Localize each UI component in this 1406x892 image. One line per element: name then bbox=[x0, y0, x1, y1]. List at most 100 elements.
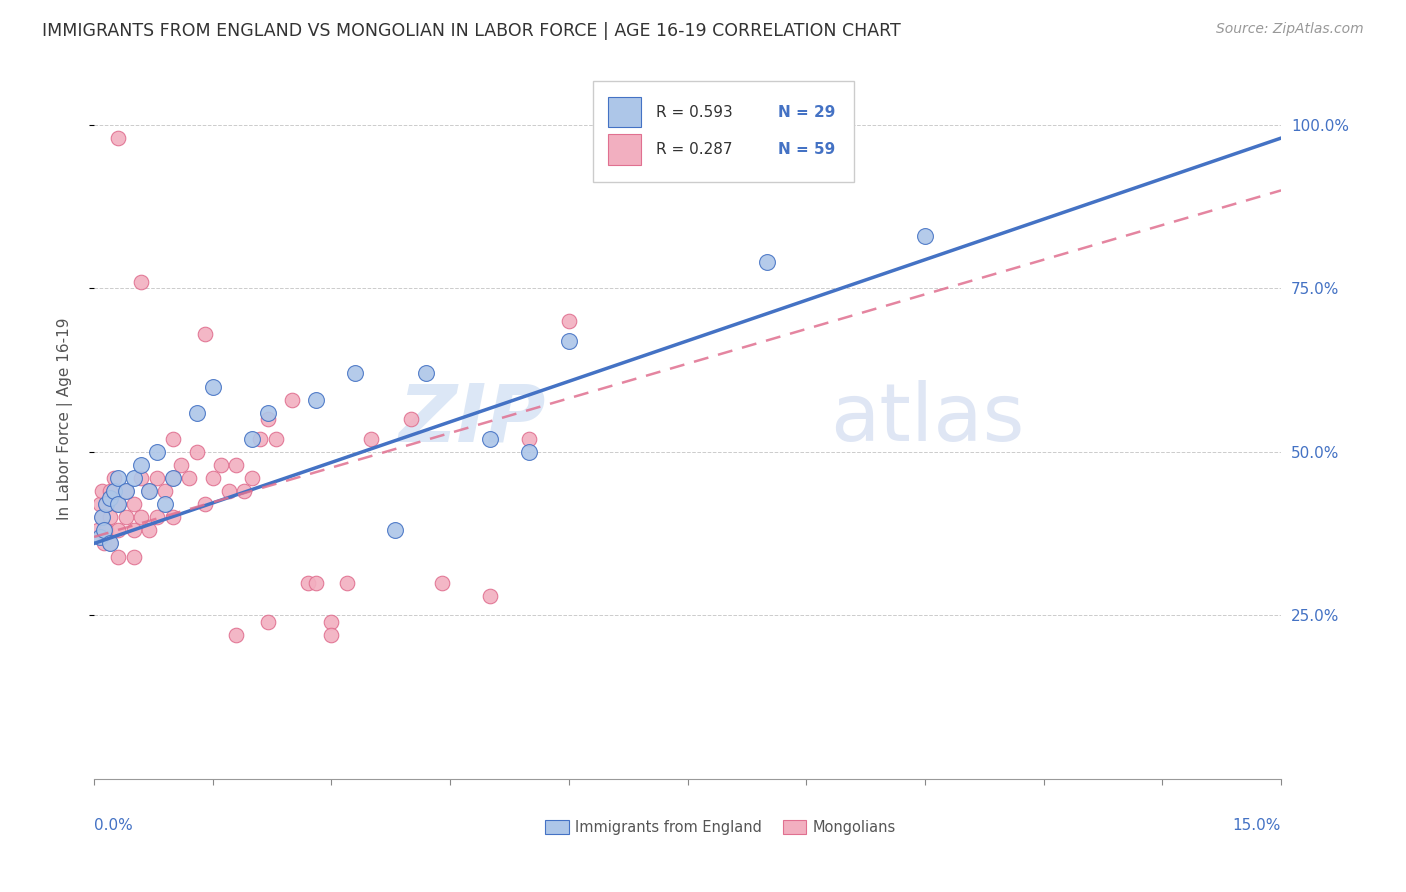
Point bbox=[98, 491, 121, 505]
Point bbox=[517, 445, 540, 459]
Text: ZIP: ZIP bbox=[398, 380, 546, 458]
Point bbox=[432, 575, 454, 590]
Point bbox=[399, 412, 422, 426]
Point bbox=[107, 497, 129, 511]
Text: R = 0.287: R = 0.287 bbox=[655, 142, 733, 157]
Point bbox=[297, 575, 319, 590]
Point bbox=[478, 432, 501, 446]
Point bbox=[122, 549, 145, 564]
Text: IMMIGRANTS FROM ENGLAND VS MONGOLIAN IN LABOR FORCE | AGE 16-19 CORRELATION CHAR: IMMIGRANTS FROM ENGLAND VS MONGOLIAN IN … bbox=[42, 22, 901, 40]
Point bbox=[107, 497, 129, 511]
Point bbox=[344, 367, 367, 381]
Point bbox=[90, 484, 112, 499]
Point bbox=[249, 432, 271, 446]
Point bbox=[131, 275, 153, 289]
Point bbox=[264, 432, 287, 446]
Point bbox=[89, 497, 111, 511]
Point bbox=[240, 432, 263, 446]
Point bbox=[209, 458, 232, 472]
Point bbox=[93, 524, 115, 538]
Point bbox=[194, 327, 217, 342]
Point bbox=[103, 471, 125, 485]
Point bbox=[89, 530, 111, 544]
Point bbox=[321, 615, 343, 629]
Point bbox=[138, 484, 160, 499]
Point bbox=[87, 524, 110, 538]
Point bbox=[131, 458, 153, 472]
Point bbox=[186, 445, 208, 459]
Point bbox=[103, 484, 125, 499]
Point bbox=[162, 471, 184, 485]
Point bbox=[122, 497, 145, 511]
Point bbox=[281, 392, 304, 407]
Point bbox=[107, 524, 129, 538]
Point bbox=[122, 471, 145, 485]
Point bbox=[122, 524, 145, 538]
Point bbox=[107, 471, 129, 485]
Point bbox=[755, 255, 778, 269]
Point bbox=[138, 524, 160, 538]
Point bbox=[94, 497, 117, 511]
Point bbox=[162, 471, 184, 485]
Point bbox=[93, 536, 115, 550]
Text: N = 59: N = 59 bbox=[778, 142, 835, 157]
Point bbox=[177, 471, 200, 485]
Point bbox=[114, 484, 136, 499]
Y-axis label: In Labor Force | Age 16-19: In Labor Force | Age 16-19 bbox=[58, 318, 73, 521]
Point bbox=[321, 628, 343, 642]
FancyBboxPatch shape bbox=[607, 135, 641, 165]
Point bbox=[336, 575, 359, 590]
Point bbox=[914, 229, 936, 244]
FancyBboxPatch shape bbox=[546, 820, 569, 834]
Point bbox=[114, 510, 136, 524]
Point bbox=[114, 484, 136, 499]
Point bbox=[98, 510, 121, 524]
Point bbox=[257, 406, 280, 420]
Point bbox=[107, 549, 129, 564]
Point bbox=[233, 484, 256, 499]
Text: Source: ZipAtlas.com: Source: ZipAtlas.com bbox=[1216, 22, 1364, 37]
FancyBboxPatch shape bbox=[592, 81, 853, 182]
Point bbox=[131, 471, 153, 485]
Point bbox=[98, 536, 121, 550]
Point bbox=[146, 445, 169, 459]
Point bbox=[558, 314, 581, 328]
Point bbox=[478, 589, 501, 603]
Point bbox=[90, 510, 112, 524]
Text: N = 29: N = 29 bbox=[778, 104, 835, 120]
Point bbox=[257, 615, 280, 629]
Point bbox=[138, 484, 160, 499]
Point bbox=[304, 392, 326, 407]
Point bbox=[558, 334, 581, 348]
Point bbox=[384, 524, 406, 538]
Point bbox=[240, 471, 263, 485]
Point bbox=[162, 510, 184, 524]
Point bbox=[170, 458, 193, 472]
Point bbox=[155, 484, 177, 499]
Point bbox=[186, 406, 208, 420]
Point bbox=[257, 412, 280, 426]
Point bbox=[517, 432, 540, 446]
Point bbox=[304, 575, 326, 590]
Point bbox=[194, 497, 217, 511]
Text: 15.0%: 15.0% bbox=[1233, 819, 1281, 833]
Text: 0.0%: 0.0% bbox=[94, 819, 132, 833]
Point bbox=[360, 432, 382, 446]
Point bbox=[201, 379, 224, 393]
Point bbox=[90, 510, 112, 524]
Point bbox=[162, 432, 184, 446]
Point bbox=[225, 628, 247, 642]
Point bbox=[107, 131, 129, 145]
Text: Immigrants from England: Immigrants from England bbox=[575, 820, 762, 835]
Point bbox=[155, 497, 177, 511]
Point bbox=[146, 510, 169, 524]
Point bbox=[415, 367, 437, 381]
Point bbox=[94, 497, 117, 511]
Point bbox=[98, 536, 121, 550]
Point bbox=[94, 524, 117, 538]
Text: R = 0.593: R = 0.593 bbox=[655, 104, 733, 120]
Point bbox=[131, 510, 153, 524]
Text: Mongolians: Mongolians bbox=[813, 820, 896, 835]
Point bbox=[201, 471, 224, 485]
FancyBboxPatch shape bbox=[607, 97, 641, 128]
